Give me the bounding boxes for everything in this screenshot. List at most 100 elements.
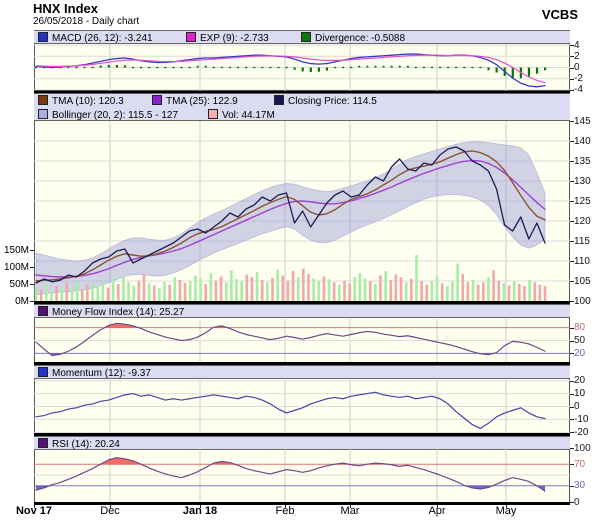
legend-item: Vol: 44.17M (208, 109, 275, 121)
macd-y-tick-label: 2 (574, 50, 580, 62)
divergence-bar (544, 67, 547, 71)
y-tick-mark (570, 201, 574, 202)
y-tick-mark (570, 502, 574, 503)
divergence-bar (325, 67, 329, 71)
volume-bar (379, 275, 382, 301)
divergence-bar (35, 66, 38, 69)
legend-item: Bollinger (20, 2): 115.5 - 127 (38, 109, 178, 121)
y-tick-mark (570, 448, 574, 449)
volume-bar (55, 286, 58, 301)
overbought-fill (211, 461, 235, 465)
volume-bar (456, 263, 459, 301)
volume-bar (307, 273, 310, 301)
volume-bar (487, 277, 490, 301)
divergence-bar (83, 66, 86, 69)
volume-bar (296, 277, 300, 301)
volume-bar (358, 273, 362, 301)
chart-title: HNX Index (33, 1, 99, 16)
legend-item: RSI (14): 20.24 (38, 438, 120, 450)
volume-bar (343, 280, 346, 301)
y-tick-mark (570, 301, 574, 302)
volume-bar (219, 276, 223, 301)
y-tick-mark (570, 432, 574, 434)
volume-bar (260, 279, 264, 301)
volume-bar (312, 278, 315, 301)
momentum-y-tick-label: 0 (574, 401, 580, 412)
closing-legend-label: Closing Price: 114.5 (288, 96, 377, 107)
momentum-plot (34, 380, 570, 433)
legend-item: TMA (10): 120.3 (38, 95, 124, 107)
volume-bar (446, 286, 449, 301)
legend-item: Momentum (12): -9.37 (38, 367, 151, 379)
volume-bar (127, 282, 130, 301)
volume-tick-label: 100M (3, 261, 29, 273)
volume-bar (70, 287, 74, 301)
chart-subtitle: 26/05/2018 - Daily chart (33, 16, 140, 27)
volume-bar (322, 276, 326, 301)
volume-bar (106, 287, 110, 301)
volume-bar (466, 281, 470, 301)
price-y-tick-label: 125 (574, 195, 591, 207)
y-tick-mark (570, 221, 574, 222)
divergence-bar (277, 66, 280, 69)
x-axis-label: Nov 17 (15, 505, 53, 517)
volume-bar (327, 279, 331, 301)
volume-bar (502, 283, 506, 301)
y-tick-mark (570, 281, 574, 282)
volume-bar (142, 273, 146, 301)
y-tick-mark (570, 45, 574, 47)
volume-bar (353, 277, 357, 301)
tma10-line (35, 150, 546, 282)
divergence-bar (188, 66, 191, 69)
tma25-line (35, 159, 546, 278)
x-axis-label: May (495, 505, 517, 517)
volume-bar (147, 283, 151, 301)
y-tick-mark (570, 485, 574, 487)
x-tick-mark (110, 505, 111, 508)
oversold-fill (465, 485, 493, 490)
divergence-bar (269, 66, 272, 69)
volume-bar (368, 281, 372, 301)
momentum-swatch (38, 367, 48, 377)
panel-separator (34, 301, 570, 304)
volume-tick-label: 150M (3, 244, 29, 256)
volume-bar (517, 284, 521, 301)
divergence-bar (374, 65, 377, 68)
volume-bar (60, 288, 64, 301)
legend-item: MACD (26, 12): -3.241 (38, 32, 153, 44)
volume-bar (266, 282, 269, 301)
divergence-bar (156, 66, 159, 69)
volume-tick-label: 0M (15, 295, 29, 307)
volume-bar (512, 281, 516, 301)
volume-bar (116, 284, 120, 301)
divergence-legend-label: Divergence: -0.5088 (315, 33, 406, 44)
price-y-tick-label: 120 (574, 215, 591, 227)
divergence-bar (285, 66, 288, 69)
x-axis-label: Mar (340, 505, 360, 517)
volume-bar (173, 277, 177, 301)
momentum-y-tick-label: 10 (574, 388, 586, 400)
volume-bar (240, 281, 243, 301)
macd-y-tick-label: -4 (574, 84, 583, 96)
volume-bar (137, 280, 141, 301)
y-tick-mark (570, 419, 574, 421)
volume-bar (338, 284, 341, 301)
volume-bar (415, 255, 418, 301)
divergence-bar (196, 65, 199, 68)
tma10-legend-label: TMA (10): 120.3 (52, 96, 124, 107)
volume-bar (507, 285, 511, 301)
volume-bar (425, 284, 429, 301)
y-tick-mark (570, 161, 574, 162)
volume-bar (430, 280, 434, 301)
macd-legend-strip: MACD (26, 12): -3.241 EXP (9): -2.733 Di… (34, 30, 570, 44)
y-tick-mark (570, 406, 574, 408)
volume-bar (199, 278, 202, 301)
rsi-y-tick-label: 100 (574, 442, 591, 454)
macd-y-tick-label: -2 (574, 73, 583, 85)
volume-bar (492, 270, 495, 301)
volume-tick-mark (30, 284, 34, 285)
price-y-tick-label: 140 (574, 135, 591, 147)
panel-separator (34, 362, 570, 365)
price-legend-strip: TMA (10): 120.3 TMA (25): 122.9 Closing … (34, 93, 570, 121)
rsi-plot (34, 448, 570, 502)
